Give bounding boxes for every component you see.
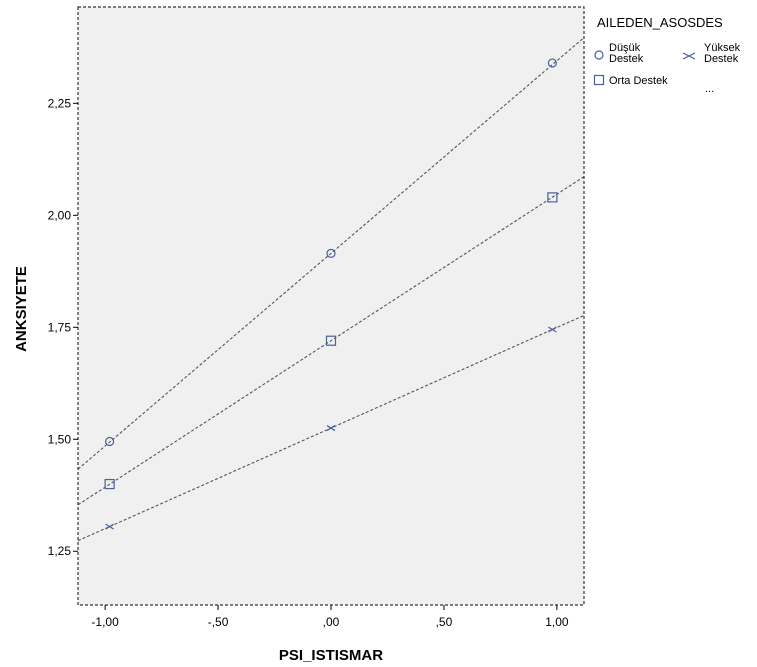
y-axis-title: ANKSIYETE: [13, 266, 30, 352]
data-point-dusuk: [547, 58, 557, 68]
data-point-yuksek: [326, 425, 336, 432]
x-tick-label: -1,00: [91, 615, 119, 629]
legend-marker-yuksek: [682, 52, 696, 60]
fit-line-orta: [78, 176, 584, 506]
legend-label-yuksek: Yüksek Destek: [704, 42, 741, 65]
legend-marker-orta: [593, 74, 605, 86]
data-point-yuksek: [548, 326, 557, 333]
y-tick-label: 2,25: [48, 96, 72, 110]
x-tick-label: -,50: [208, 615, 229, 629]
data-point-orta: [325, 335, 337, 346]
data-point-orta: [104, 478, 115, 490]
data-point-yuksek: [105, 523, 114, 530]
data-point-orta: [547, 192, 558, 203]
x-axis: -1,00 -,50 ,00 ,50 1,00: [91, 605, 569, 629]
legend-item-dusuk: Düşük Destek: [594, 42, 644, 65]
y-tick-label: 1,50: [48, 432, 72, 446]
legend-title: AILEDEN_ASOSDES: [597, 15, 723, 30]
x-tick-label: 1,00: [545, 615, 569, 629]
data-point-dusuk: [105, 436, 115, 447]
x-tick-label: ,00: [323, 615, 340, 629]
y-tick-label: 2,00: [48, 208, 72, 222]
legend-label-dusuk: Düşük Destek: [609, 42, 644, 65]
x-axis-title: PSI_ISTISMAR: [279, 647, 383, 664]
data-points: [104, 58, 558, 530]
legend: AILEDEN_ASOSDES Düşük Destek Orta Destek Yü…: [593, 15, 741, 95]
data-point-dusuk: [326, 248, 336, 258]
plot-background: [78, 7, 584, 605]
legend-more-indicator: ...: [705, 83, 714, 95]
legend-marker-dusuk: [594, 50, 604, 60]
y-tick-label: 1,25: [48, 544, 72, 558]
y-axis: 1,25 1,50 1,75 2,00 2,25: [48, 96, 78, 558]
y-tick-label: 1,75: [48, 320, 72, 334]
legend-label-orta: Orta Destek: [609, 75, 668, 87]
legend-item-yuksek: Yüksek Destek: [682, 42, 741, 65]
x-tick-label: ,50: [436, 615, 453, 629]
fit-line-dusuk: [78, 37, 584, 470]
legend-item-orta: Orta Destek: [593, 74, 668, 87]
